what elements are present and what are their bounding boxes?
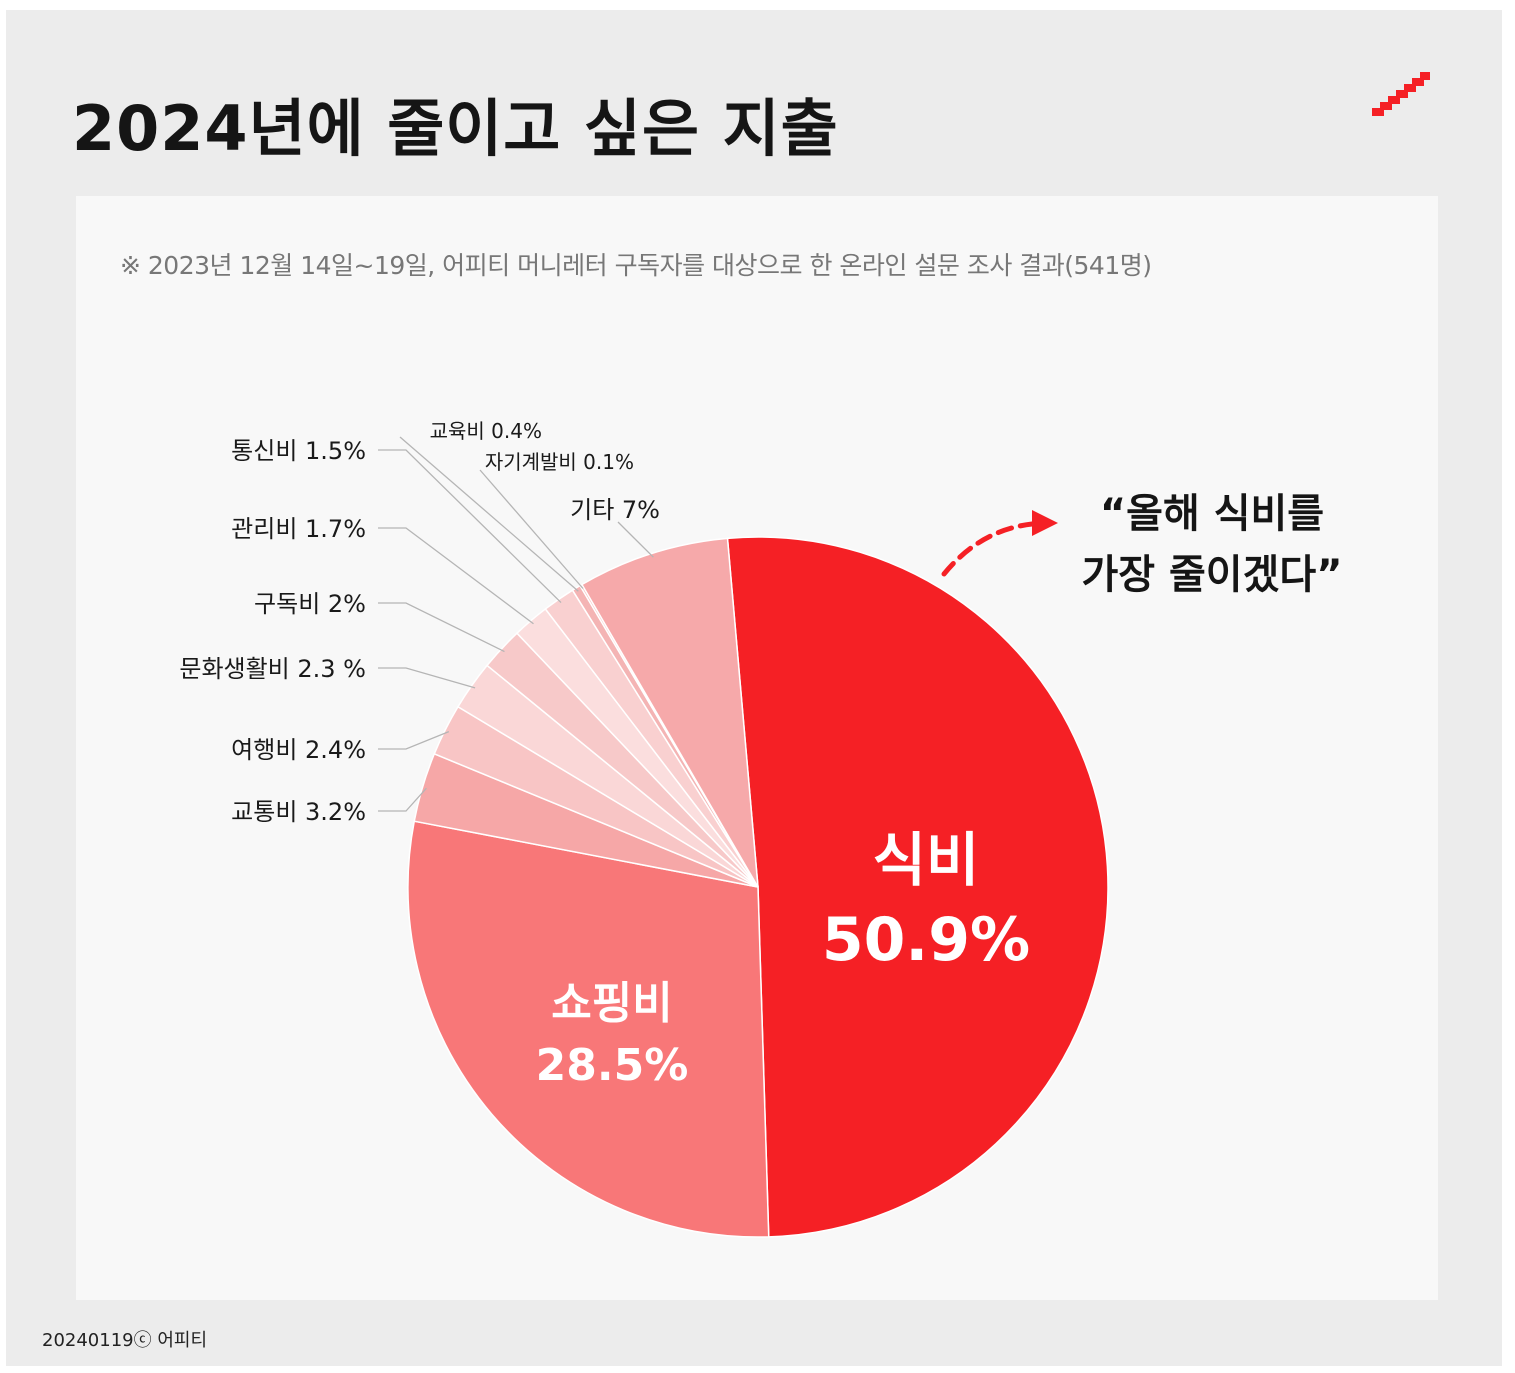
slice-name-label: 쇼핑비 — [551, 978, 672, 1029]
leader-line — [378, 449, 562, 604]
slice-label: 교통비 3.2% — [231, 798, 366, 826]
footer-credit: 20240119ⓒ 어피티 — [42, 1330, 208, 1351]
slice-label: 자기계발비 0.1% — [485, 450, 634, 474]
slice-label: 관리비 1.7% — [231, 515, 366, 543]
pie-slice-10 — [580, 537, 759, 888]
slice-label: 통신비 1.5% — [231, 437, 366, 465]
leader-line — [378, 527, 534, 625]
pie-slice-1 — [407, 820, 770, 1238]
callout-line-2: 가장 줄이겠다” — [1081, 552, 1342, 598]
slice-label: 기타 7% — [570, 496, 660, 524]
slice-labels: 교통비 3.2% 여행비 2.4% 문화생활비 2.3 % 구독비 2% 관리비 1.7… — [179, 419, 660, 826]
leader-line — [378, 602, 505, 653]
callout-line-1: “올해 식비를 — [1100, 491, 1324, 537]
page-title: 2024년에 줄이고 싶은 지출 — [72, 92, 839, 165]
leader-line — [378, 787, 427, 812]
pie-slices — [407, 536, 1109, 1238]
leader-line — [378, 731, 450, 750]
leader-lines — [378, 436, 654, 812]
leader-line — [617, 521, 654, 558]
pie-slice-0 — [726, 536, 1109, 1238]
slice-name-label: 식비 — [873, 826, 980, 894]
brand-logo-icon — [1372, 72, 1430, 116]
slice-label: 교육비 0.4% — [430, 419, 542, 443]
slice-label: 여행비 2.4% — [231, 736, 366, 764]
leader-line — [479, 469, 584, 589]
callout-arrow-line — [941, 521, 1035, 577]
inner-labels: 식비 50.9% 쇼핑비 28.5% — [536, 826, 1030, 1091]
leader-line — [378, 667, 476, 689]
slice-value-label: 50.9% — [822, 905, 1030, 975]
survey-note: ※ 2023년 12월 14일~19일, 어피티 머니레터 구독자를 대상으로 … — [120, 251, 1152, 280]
leader-line — [399, 436, 579, 592]
slice-label: 구독비 2% — [254, 590, 366, 618]
slice-label: 문화생활비 2.3 % — [179, 655, 366, 683]
callout-arrow-head-icon — [1032, 510, 1058, 536]
slice-value-label: 28.5% — [536, 1040, 689, 1091]
